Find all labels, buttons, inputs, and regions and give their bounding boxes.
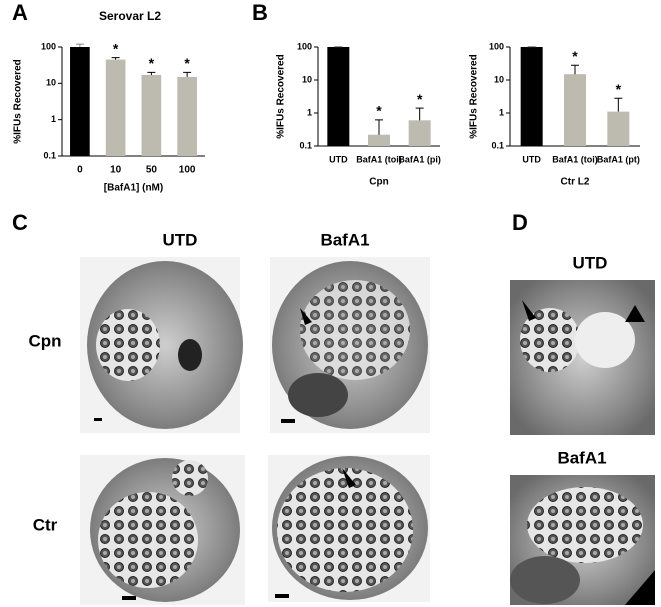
panel-label: B	[252, 0, 268, 25]
x-tick-label: BafA1 (pi)	[398, 154, 441, 164]
x-axis-label: [BafA1] (nM)	[104, 183, 163, 194]
panel-label: D	[512, 210, 528, 235]
error-bar	[75, 43, 84, 47]
y-tick-label: 100	[41, 41, 56, 51]
bar	[408, 120, 431, 146]
bar	[70, 47, 90, 156]
micrograph	[268, 455, 430, 602]
y-axis-label: %IFUs Recovered	[276, 54, 287, 138]
x-tick-label: BafA1 (toi)	[356, 154, 402, 164]
row-label: UTD	[573, 253, 608, 272]
error-bar	[415, 107, 424, 121]
significance-mark: *	[376, 103, 382, 119]
x-tick-label: BafA1 (toi)	[552, 154, 598, 164]
error-bar	[111, 57, 120, 60]
row-label: Cpn	[28, 331, 61, 350]
error-bar	[571, 64, 579, 75]
micrograph	[510, 280, 655, 435]
y-tick-label: 10	[494, 74, 504, 84]
y-tick-label: 10	[46, 78, 56, 88]
y-tick-label: 1	[499, 107, 504, 117]
bar	[368, 134, 390, 146]
column-label: UTD	[163, 230, 198, 249]
error-bar	[183, 71, 192, 77]
y-axis-label: %IFUs Recovered	[469, 54, 480, 138]
bar	[520, 47, 543, 146]
x-tick-label: 50	[146, 165, 158, 176]
y-tick-label: 10	[302, 74, 312, 84]
x-tick-label: UTD	[329, 154, 348, 164]
row-label: BafA1	[557, 448, 606, 467]
y-tick-label: 0.1	[299, 140, 312, 150]
significance-mark: *	[572, 48, 578, 64]
error-bar	[147, 71, 156, 75]
bar	[177, 76, 197, 156]
error-bar	[375, 119, 383, 135]
micrograph	[80, 257, 243, 433]
row-label: Ctr	[33, 515, 58, 534]
significance-mark: *	[184, 55, 190, 71]
bar	[327, 47, 350, 146]
x-tick-label: BafA1 (pt)	[597, 154, 640, 164]
y-tick-label: 0.1	[43, 150, 56, 160]
micrograph	[510, 475, 655, 605]
significance-mark: *	[616, 81, 622, 97]
bar	[141, 74, 162, 156]
chart-title: Serovar L2	[99, 9, 161, 23]
y-tick-label: 1	[307, 107, 312, 117]
x-tick-label: UTD	[522, 154, 541, 164]
significance-mark: *	[113, 40, 119, 56]
error-bar	[614, 97, 623, 112]
y-tick-label: 1	[51, 114, 56, 124]
panel-label: A	[12, 0, 28, 25]
x-axis-label: Ctr L2	[561, 177, 590, 188]
y-axis-label: %IFUs Recovered	[13, 59, 24, 143]
panel-label: C	[12, 210, 28, 235]
x-axis-label: Cpn	[369, 177, 388, 188]
significance-mark: *	[417, 91, 423, 107]
x-tick-label: 100	[179, 165, 196, 176]
micrograph	[80, 455, 245, 605]
y-tick-label: 100	[297, 41, 312, 51]
x-tick-label: 10	[110, 165, 122, 176]
micrograph	[270, 257, 430, 433]
bar	[564, 74, 586, 146]
y-tick-label: 100	[489, 41, 504, 51]
bar	[607, 111, 630, 146]
bar	[105, 59, 126, 156]
y-tick-label: 0.1	[491, 140, 504, 150]
x-tick-label: 0	[77, 165, 83, 176]
significance-mark: *	[149, 55, 155, 71]
column-label: BafA1	[320, 230, 369, 249]
